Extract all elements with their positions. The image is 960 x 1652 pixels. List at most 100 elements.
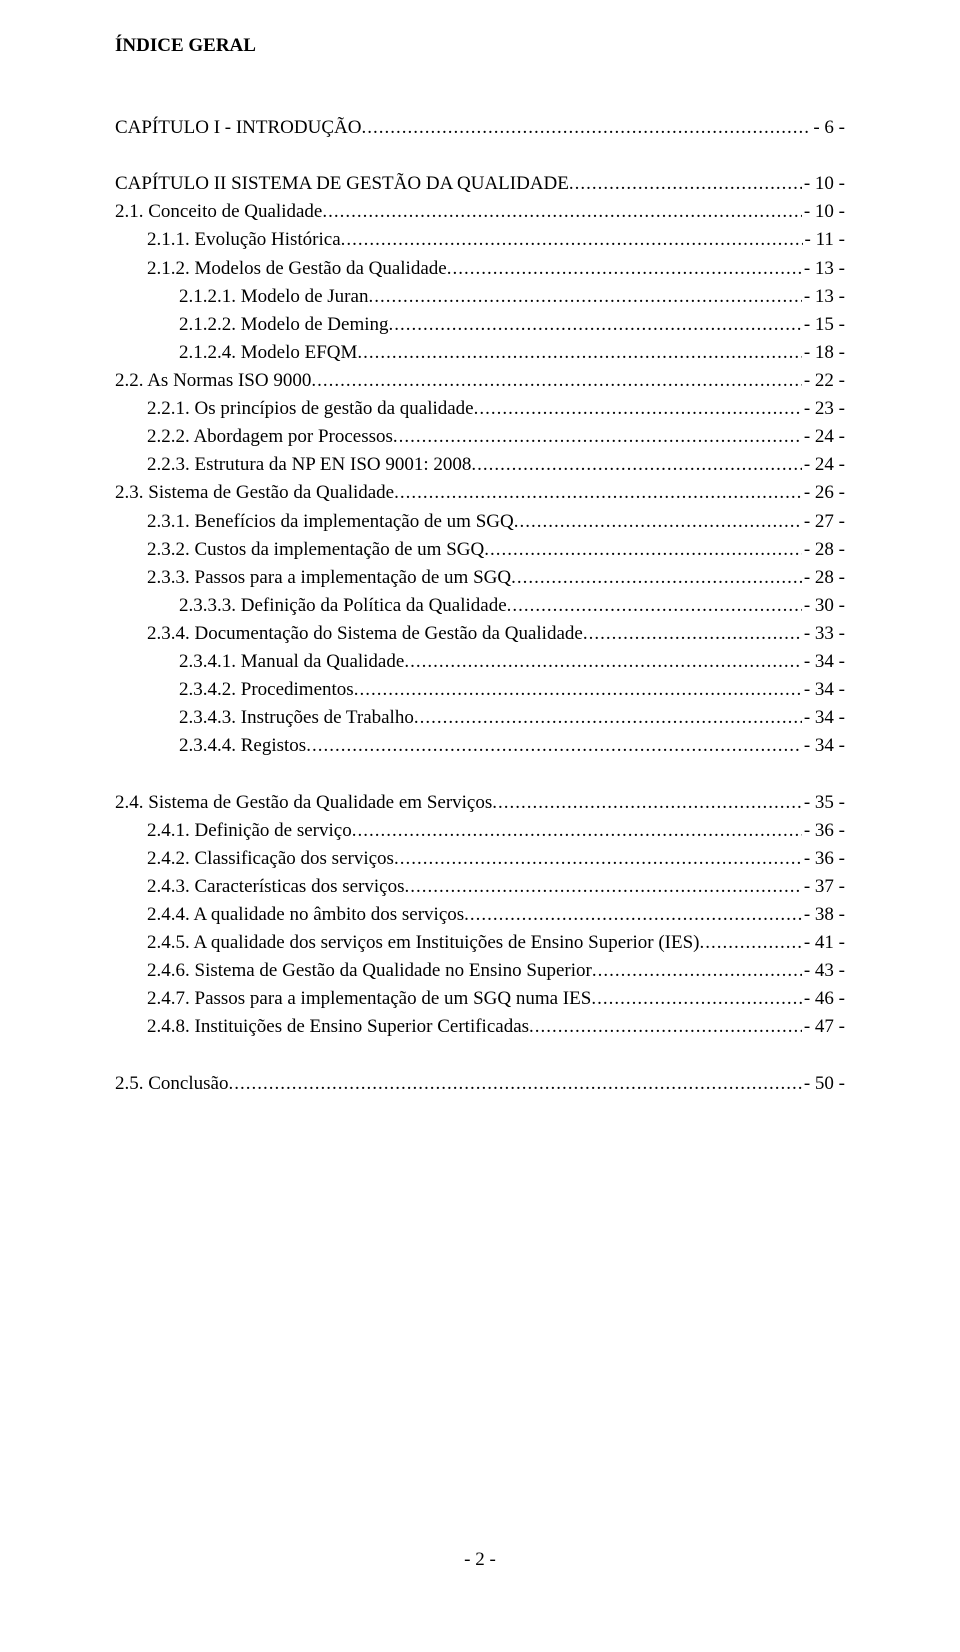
- toc-entry-page: - 23 -: [802, 395, 845, 423]
- toc-entry-text: CAPÍTULO I - INTRODUÇÃO: [115, 114, 361, 142]
- toc-line: 2.1. Conceito de Qualidade - 10 -: [115, 198, 845, 226]
- toc-leader-dots: [507, 592, 802, 620]
- toc-block: 2.5. Conclusão - 50 -: [115, 1070, 845, 1098]
- toc-entry-text: 2.3.3. Passos para a implementação de um…: [147, 564, 511, 592]
- toc-leader-dots: [511, 564, 802, 592]
- toc-entry-text: 2.3.4.2. Procedimentos: [179, 676, 354, 704]
- toc-leader-dots: [352, 817, 802, 845]
- toc-entry-page: - 47 -: [802, 1013, 845, 1041]
- toc-line: 2.4. Sistema de Gestão da Qualidade em S…: [115, 789, 845, 817]
- toc-entry-page: - 34 -: [802, 732, 845, 760]
- toc-entry-text: 2.5. Conclusão: [115, 1070, 228, 1098]
- toc-entry-page: - 50 -: [802, 1070, 845, 1098]
- toc-line: 2.3.1. Benefícios da implementação de um…: [115, 508, 845, 536]
- toc-entry-page: - 28 -: [802, 564, 845, 592]
- toc-leader-dots: [529, 1013, 802, 1041]
- toc-line: 2.3.4.2. Procedimentos- 34 -: [115, 676, 845, 704]
- toc-entry-text: 2.1.2.4. Modelo EFQM: [179, 339, 357, 367]
- toc-leader-dots: [393, 423, 802, 451]
- toc-line: 2.1.1. Evolução Histórica- 11 -: [115, 226, 845, 254]
- toc-leader-dots: [354, 676, 802, 704]
- toc-entry-page: - 22 -: [802, 367, 845, 395]
- toc-entry-text: CAPÍTULO II SISTEMA DE GESTÃO DA QUALIDA…: [115, 170, 569, 198]
- toc-entry-text: 2.4.4. A qualidade no âmbito dos serviço…: [147, 901, 464, 929]
- toc-entry-text: 2.4.7. Passos para a implementação de um…: [147, 985, 591, 1013]
- toc-line: 2.3.3.3. Definição da Política da Qualid…: [115, 592, 845, 620]
- page-number-footer: - 2 -: [0, 1546, 960, 1574]
- toc-line: 2.1.2.2. Modelo de Deming - 15 -: [115, 311, 845, 339]
- toc-entry-page: - 35 -: [802, 789, 845, 817]
- toc-entry-text: 2.4. Sistema de Gestão da Qualidade em S…: [115, 789, 492, 817]
- toc-entry-text: 2.3.4.1. Manual da Qualidade: [179, 648, 404, 676]
- toc-entry-page: - 13 -: [802, 283, 845, 311]
- toc-entry-text: 2.1.2. Modelos de Gestão da Qualidade: [147, 255, 447, 283]
- toc-entry-text: 2.2.2. Abordagem por Processos: [147, 423, 393, 451]
- toc-entry-page: - 36 -: [802, 817, 845, 845]
- toc-line: 2.2.1. Os princípios de gestão da qualid…: [115, 395, 845, 423]
- toc-line: 2.1.2.4. Modelo EFQM- 18 -: [115, 339, 845, 367]
- toc-leader-dots: [492, 789, 802, 817]
- toc-entry-page: - 6 -: [811, 114, 845, 142]
- toc-leader-dots: [414, 704, 802, 732]
- toc-line: 2.4.5. A qualidade dos serviços em Insti…: [115, 929, 845, 957]
- toc-line: 2.4.1. Definição de serviço- 36 -: [115, 817, 845, 845]
- toc-entry-text: 2.1.2.2. Modelo de Deming: [179, 311, 389, 339]
- toc-line: 2.3.4.4. Registos - 34 -: [115, 732, 845, 760]
- toc-line: 2.4.4. A qualidade no âmbito dos serviço…: [115, 901, 845, 929]
- toc-entry-text: 2.1.2.1. Modelo de Juran: [179, 283, 368, 311]
- toc-entry-text: 2.1. Conceito de Qualidade: [115, 198, 322, 226]
- toc-leader-dots: [394, 845, 802, 873]
- toc-entry-page: - 30 -: [802, 592, 845, 620]
- toc-block: 2.4. Sistema de Gestão da Qualidade em S…: [115, 789, 845, 1042]
- toc-entry-text: 2.4.5. A qualidade dos serviços em Insti…: [147, 929, 700, 957]
- toc-line: 2.3.2. Custos da implementação de um SGQ…: [115, 536, 845, 564]
- toc-entry-page: - 36 -: [802, 845, 845, 873]
- toc-line: CAPÍTULO I - INTRODUÇÃO - 6 -: [115, 114, 845, 142]
- toc-leader-dots: [583, 620, 802, 648]
- toc-leader-dots: [484, 536, 802, 564]
- toc-entry-page: - 11 -: [803, 226, 845, 254]
- toc-line: 2.1.2.1. Modelo de Juran - 13 -: [115, 283, 845, 311]
- toc-entry-page: - 38 -: [802, 901, 845, 929]
- toc-entry-page: - 27 -: [802, 508, 845, 536]
- toc-leader-dots: [514, 508, 802, 536]
- toc-entry-text: 2.4.8. Instituições de Ensino Superior C…: [147, 1013, 529, 1041]
- toc-entry-page: - 26 -: [802, 479, 845, 507]
- toc-leader-dots: [368, 283, 801, 311]
- toc-leader-dots: [447, 255, 802, 283]
- toc-line: 2.5. Conclusão - 50 -: [115, 1070, 845, 1098]
- toc-entry-text: 2.3.4.4. Registos: [179, 732, 306, 760]
- toc-entry-text: 2.2. As Normas ISO 9000: [115, 367, 311, 395]
- toc-line: 2.4.3. Características dos serviços- 37 …: [115, 873, 845, 901]
- toc-entry-page: - 41 -: [802, 929, 845, 957]
- toc-line: 2.3. Sistema de Gestão da Qualidade - 26 …: [115, 479, 845, 507]
- toc-entry-text: 2.2.3. Estrutura da NP EN ISO 9001: 2008: [147, 451, 471, 479]
- toc-entry-page: - 43 -: [802, 957, 845, 985]
- toc-entry-text: 2.4.6. Sistema de Gestão da Qualidade no…: [147, 957, 592, 985]
- toc-entry-text: 2.3.1. Benefícios da implementação de um…: [147, 508, 514, 536]
- toc-entry-page: - 10 -: [802, 198, 845, 226]
- toc-leader-dots: [341, 226, 803, 254]
- toc-line: 2.4.7. Passos para a implementação de um…: [115, 985, 845, 1013]
- table-of-contents: CAPÍTULO I - INTRODUÇÃO - 6 - CAPÍTULO II …: [115, 114, 845, 1098]
- toc-line: 2.3.4.3. Instruções de Trabalho- 34 -: [115, 704, 845, 732]
- toc-line: 2.3.4.1. Manual da Qualidade - 34 -: [115, 648, 845, 676]
- toc-block: CAPÍTULO I - INTRODUÇÃO - 6 -: [115, 114, 845, 142]
- toc-line: 2.2.3. Estrutura da NP EN ISO 9001: 2008…: [115, 451, 845, 479]
- toc-line: 2.4.2. Classificação dos serviços- 36 -: [115, 845, 845, 873]
- toc-leader-dots: [306, 732, 802, 760]
- toc-entry-page: - 10 -: [802, 170, 845, 198]
- toc-entry-page: - 15 -: [802, 311, 845, 339]
- toc-line: 2.2.2. Abordagem por Processos - 24 -: [115, 423, 845, 451]
- page-title: ÍNDICE GERAL: [115, 32, 845, 60]
- toc-leader-dots: [311, 367, 802, 395]
- toc-leader-dots: [474, 395, 802, 423]
- toc-block: CAPÍTULO II SISTEMA DE GESTÃO DA QUALIDA…: [115, 170, 845, 760]
- toc-entry-page: - 24 -: [802, 423, 845, 451]
- toc-entry-text: 2.3.4.3. Instruções de Trabalho: [179, 704, 414, 732]
- toc-entry-page: - 13 -: [802, 255, 845, 283]
- toc-leader-dots: [394, 479, 802, 507]
- toc-entry-page: - 33 -: [802, 620, 845, 648]
- toc-entry-page: - 34 -: [802, 648, 845, 676]
- toc-entry-text: 2.3. Sistema de Gestão da Qualidade: [115, 479, 394, 507]
